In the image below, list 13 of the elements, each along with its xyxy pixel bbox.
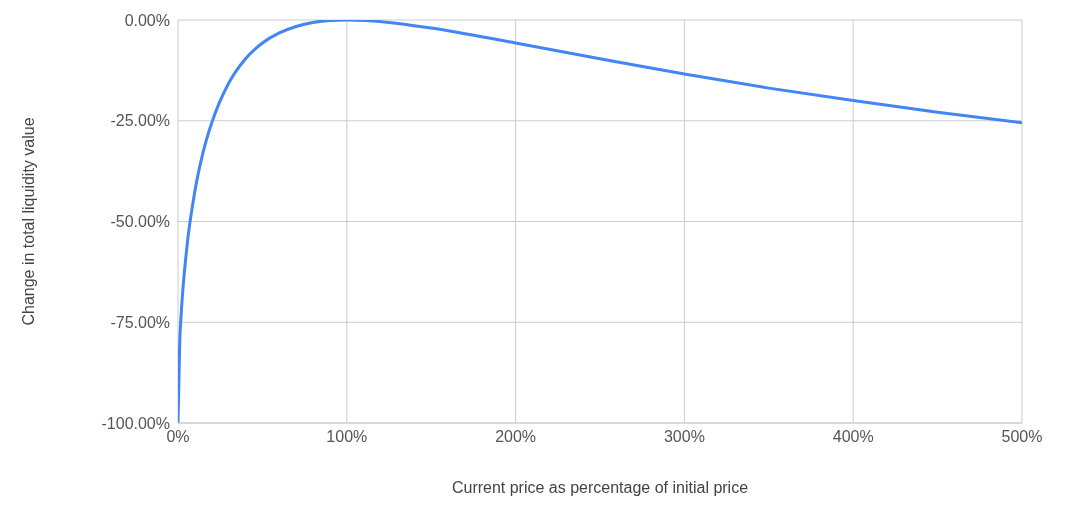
x-tick-label: 500% bbox=[1001, 428, 1043, 446]
x-tick-label: 300% bbox=[663, 428, 705, 446]
y-tick-label: -50.00% bbox=[110, 213, 170, 231]
y-axis-title: Change in total liquidity value bbox=[19, 117, 37, 326]
x-tick-label: 100% bbox=[326, 428, 368, 446]
x-tick-label: 400% bbox=[832, 428, 874, 446]
x-tick-label: 200% bbox=[495, 428, 537, 446]
y-tick-label: -75.00% bbox=[110, 313, 170, 331]
x-axis-title: Current price as percentage of initial price bbox=[451, 479, 749, 496]
y-tick-label: -25.00% bbox=[110, 112, 170, 130]
x-tick-label: 0% bbox=[166, 428, 190, 446]
y-tick-label: 0.00% bbox=[124, 11, 170, 29]
line-series bbox=[178, 20, 1022, 423]
